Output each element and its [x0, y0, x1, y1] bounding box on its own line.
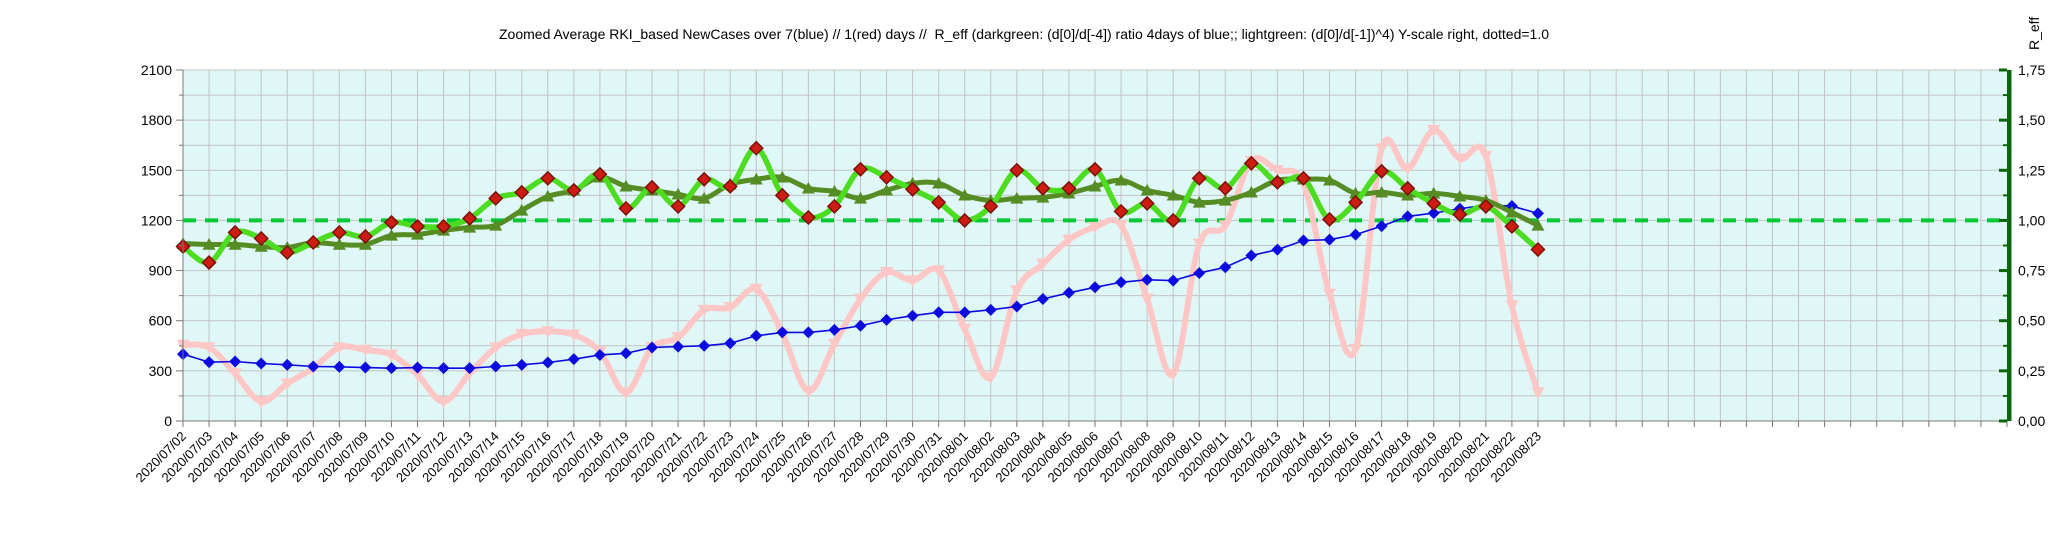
- y-left-tick-label: 1800: [141, 112, 172, 128]
- y-left-tick-label: 900: [149, 263, 173, 279]
- y-right-tick-label: 1,00: [2018, 212, 2045, 228]
- y-right-tick-label: 0,50: [2018, 313, 2045, 329]
- y-left-tick-label: 2100: [141, 62, 172, 78]
- y-right-axis: 0,00 0,25 0,50 0,75 1,00 1,25 1,50 1,75: [1999, 62, 2045, 429]
- y-right-tick-label: 0,00: [2018, 413, 2045, 429]
- y-right-tick-label: 0,25: [2018, 363, 2045, 379]
- gridlines: [183, 69, 2007, 421]
- series-reff-lightgreen: [175, 140, 1546, 271]
- y-left-tick-label: 1500: [141, 162, 172, 178]
- y-right-tick-label: 1,75: [2018, 62, 2045, 78]
- y-right-tick-label: 1,50: [2018, 112, 2045, 128]
- y-right-tick-label: 1,25: [2018, 162, 2045, 178]
- y-right-tick-label: 0,75: [2018, 263, 2045, 279]
- y-left-axis: 0 300 600 900 1200 1500 1800 2100: [141, 62, 183, 429]
- series-avg-cases-blue: [177, 199, 1544, 375]
- y-left-tick-label: 600: [149, 313, 173, 329]
- y-left-tick-label: 0: [164, 413, 172, 429]
- y-left-tick-label: 300: [149, 363, 173, 379]
- x-axis: 2020/07/022020/07/032020/07/042020/07/05…: [132, 421, 2008, 485]
- y-left-tick-label: 1200: [141, 212, 172, 228]
- chart-title: Zoomed Average RKI_based NewCases over 7…: [499, 26, 1549, 42]
